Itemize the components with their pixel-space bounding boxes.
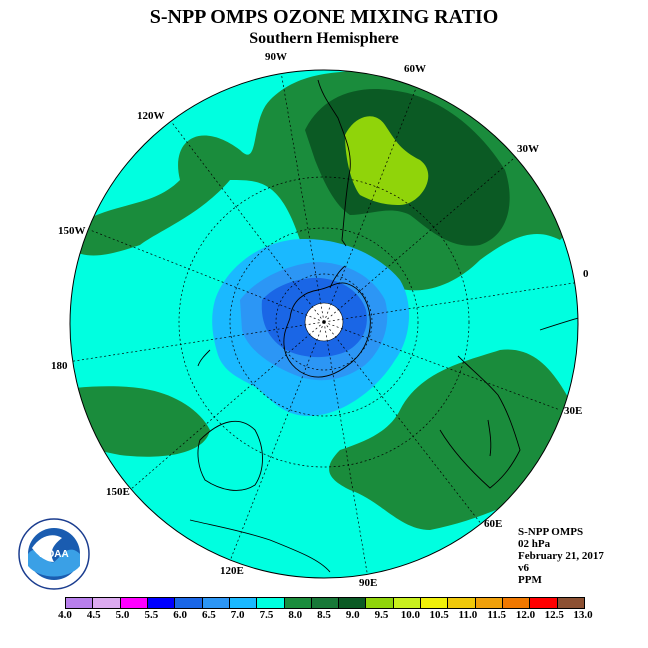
colorbar-tick-label: 11.5: [487, 609, 506, 621]
colorbar-swatch: [339, 598, 367, 608]
coastline-south-america: [317, 79, 351, 247]
colorbar-tick-label: 9.0: [345, 609, 360, 621]
coastline-australia: [197, 420, 263, 491]
latitude-circle-70: [229, 227, 419, 417]
colorbar-tick-label: 6.0: [173, 609, 187, 621]
info-version: v6: [518, 562, 529, 574]
colorbar-swatch: [66, 598, 94, 608]
colorbar-swatch: [421, 598, 449, 608]
colorbar-swatch: [475, 598, 503, 608]
info-instrument: S-NPP OMPS: [518, 526, 584, 538]
contour-8.0-8.5-southeast: [329, 349, 578, 530]
chart-title: S-NPP OMPS OZONE MIXING RATIO: [149, 6, 499, 28]
colorbar-ticks: 4.0 4.5 5.0 5.5 6.0 6.5 7.0 7.5 8.0 8.5 9.0 9.5 10.0…: [58, 609, 593, 623]
colorbar-swatch: [311, 598, 340, 608]
meridian-90: [279, 70, 325, 323]
meridian-90e: [323, 321, 369, 578]
meridian-150w: [89, 229, 325, 323]
lon-label-90w: 90W: [265, 51, 287, 63]
coastline-indonesia: [189, 519, 331, 573]
colorbar-swatch: [93, 598, 121, 608]
coastline-new-zealand: [197, 349, 211, 367]
colorbar-tick-label: 7.5: [259, 609, 274, 621]
coastline-africa: [439, 355, 521, 489]
colorbar-tick-label: 6.5: [202, 609, 216, 621]
colorbar-tick-label: 8.5: [317, 609, 331, 621]
logo-text: NOAA: [39, 549, 68, 560]
colorbar-tick-label: 11.0: [458, 609, 478, 621]
lon-label-120w: 120W: [137, 110, 165, 122]
lon-label-60e: 60E: [484, 518, 503, 530]
info-units: PPM: [518, 574, 542, 586]
colorbar-swatch: [175, 598, 203, 608]
coastline-madagascar: [487, 419, 492, 457]
colorbar-tick-label: 4.0: [58, 609, 72, 621]
colorbar-swatch: [257, 598, 285, 608]
colorbar-swatch: [557, 598, 584, 608]
colorbar-tick-label: 7.0: [230, 609, 245, 621]
colorbar-swatch: [147, 598, 176, 608]
meridian-30e: [323, 321, 561, 411]
info-block: S-NPP OMPS 02 hPa February 21, 2017 v6 P…: [518, 526, 604, 586]
latitude-circle-60: [178, 176, 470, 468]
colorbar-tick-label: 10.5: [429, 609, 449, 621]
colorbar-tick-label: 12.5: [544, 609, 564, 621]
colorbar-swatch: [284, 598, 312, 608]
colorbar-tick-label: 5.0: [115, 609, 130, 621]
colorbar-swatch: [530, 598, 558, 608]
colorbar-swatch: [120, 598, 148, 608]
meridian-120e: [227, 321, 325, 567]
graticule: [70, 70, 578, 578]
colorbar-swatch: [366, 598, 394, 608]
map-boundary: [69, 69, 579, 579]
meridian-120w: [169, 119, 325, 323]
lon-label-90e: 90E: [359, 577, 378, 589]
info-level: 02 hPa: [518, 538, 551, 550]
coastline-southern-africa-tip: [539, 317, 578, 331]
colorbar-swatch: [229, 598, 258, 608]
latitude-circle-80: [275, 273, 373, 371]
colorbar-swatch: [448, 598, 476, 608]
meridian-60w: [323, 77, 421, 323]
colorbar-tick-label: 8.0: [288, 609, 303, 621]
lon-label-60w: 60W: [404, 63, 426, 75]
lon-label-120e: 120E: [220, 565, 244, 577]
coastline-antarctic-peninsula: [329, 265, 346, 289]
coastline-antarctica: [283, 282, 371, 378]
info-date: February 21, 2017: [518, 550, 604, 562]
colorbar-tick-label: 12.0: [515, 609, 536, 621]
lon-label-30e: 30E: [564, 405, 583, 417]
noaa-logo: NOAA: [18, 518, 90, 590]
colorbar-tick-label: 4.5: [86, 609, 101, 621]
colorbar-swatch: [503, 598, 531, 608]
colorbar-tick-label: 9.5: [374, 609, 389, 621]
colorbar-tick-label: 5.5: [144, 609, 159, 621]
lon-label-180: 180: [51, 360, 68, 372]
colorbar: [65, 597, 585, 609]
lon-label-30w: 30W: [517, 143, 539, 155]
lon-label-150e: 150E: [106, 486, 130, 498]
coastlines: [189, 79, 578, 573]
lon-label-0: 0: [583, 268, 589, 280]
colorbar-swatch: [202, 598, 230, 608]
chart-subtitle: Southern Hemisphere: [249, 30, 399, 47]
colorbar-tick-label: 10.0: [400, 609, 420, 621]
colorbar-swatch: [393, 598, 422, 608]
colorbar-tick-label: 13.0: [573, 609, 593, 621]
lon-label-150w: 150W: [58, 225, 86, 237]
